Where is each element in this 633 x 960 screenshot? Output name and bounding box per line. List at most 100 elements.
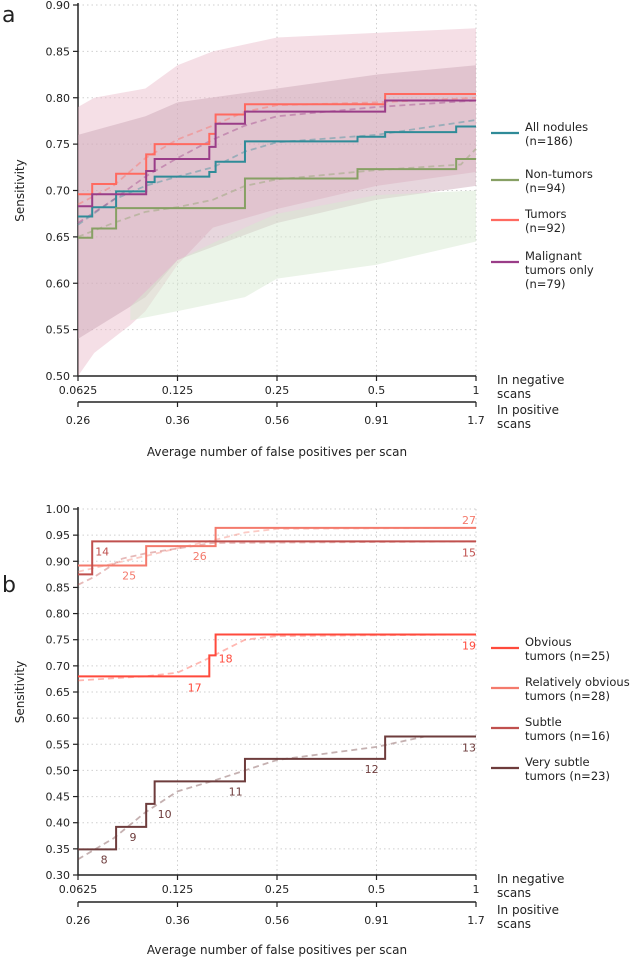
data-label: 13 — [462, 741, 476, 754]
x-axis-negative-title: scans — [497, 387, 531, 401]
step-line-2 — [78, 540, 476, 576]
y-tick-label: 0.65 — [46, 686, 71, 699]
x-tick-label: 0.25 — [265, 883, 290, 896]
x-axis-positive-title: In positive — [497, 903, 559, 917]
x-tick-label-positive: 0.26 — [66, 414, 91, 427]
panel-label: b — [2, 573, 16, 598]
fit-curve — [77, 735, 476, 861]
confidence-band — [130, 190, 476, 321]
fit-curve — [77, 540, 477, 586]
y-tick-label: 0.75 — [46, 138, 71, 151]
data-label: 12 — [365, 763, 379, 776]
step-line-0 — [78, 633, 476, 678]
legend-label: Subtle — [525, 715, 562, 729]
legend-item: Non-tumors(n=94) — [491, 167, 593, 195]
y-tick-label: 0.70 — [46, 660, 71, 673]
panel-b: b 0.30 0.35 0.40 0.45 0.50 0.55 0.60 0.65 0.70 0.7… — [2, 503, 630, 957]
panel-label: a — [2, 3, 15, 28]
panel-a: a 0.50 0.55 0.60 0.65 0.70 0.75 0.80 0.85 0.90 0.0… — [2, 0, 594, 459]
data-label: 15 — [462, 546, 476, 559]
step-line-1 — [78, 526, 476, 567]
y-tick-label: 0.45 — [46, 791, 71, 804]
data-label: 17 — [188, 681, 202, 694]
y-tick-label: 0.60 — [46, 712, 71, 725]
y-tick-label: 0.75 — [46, 634, 71, 647]
step-line-2 — [78, 93, 476, 196]
legend-label: Obvious — [525, 635, 572, 649]
y-tick-label: 0.30 — [46, 869, 71, 882]
y-tick-label: 0.55 — [46, 324, 71, 337]
x-tick-label-positive: 1.7 — [467, 414, 485, 427]
x-axis-positive-title: In positive — [497, 403, 559, 417]
legend-label: (n=94) — [525, 181, 566, 195]
confidence-band — [78, 65, 476, 339]
y-tick-label: 0.95 — [46, 529, 71, 542]
data-label: 25 — [122, 569, 136, 582]
x-tick-label: 0.0625 — [59, 883, 98, 896]
legend-label: Malignant — [525, 249, 582, 263]
x-tick-label-positive: 0.91 — [364, 414, 389, 427]
x-tick-label: 1 — [473, 883, 480, 896]
y-tick-label: 0.90 — [46, 0, 71, 12]
step-line-3 — [78, 99, 476, 208]
data-label: 10 — [158, 808, 172, 821]
fit-curve — [77, 633, 477, 682]
y-tick-label: 0.50 — [46, 370, 71, 383]
x-axis-positive-title: scans — [497, 917, 531, 931]
y-tick-label: 0.35 — [46, 843, 71, 856]
x-axis-title: Average number of false positives per sc… — [147, 943, 407, 957]
legend-label: Very subtle — [525, 755, 590, 769]
x-tick-label: 0.125 — [162, 883, 194, 896]
y-tick-label: 0.55 — [46, 738, 71, 751]
x-tick-label-positive: 0.91 — [364, 914, 389, 927]
step-line-0 — [78, 125, 476, 218]
data-label: 11 — [229, 785, 243, 798]
y-tick-label: 0.40 — [46, 817, 71, 830]
legend-label: tumors (n=28) — [525, 689, 610, 703]
x-axis-negative-title: scans — [497, 886, 531, 900]
legend-item: All nodules(n=186) — [491, 120, 588, 148]
legend-label: tumors (n=16) — [525, 729, 610, 743]
y-axis-title: Sensitivity — [13, 159, 27, 221]
data-label: 19 — [462, 639, 476, 652]
legend-label: (n=79) — [525, 277, 566, 291]
legend-label: Tumors — [524, 207, 567, 221]
y-tick-label: 0.80 — [46, 92, 71, 105]
x-tick-label-positive: 1.7 — [467, 914, 485, 927]
legend-label: tumors only — [525, 263, 594, 277]
step-line-3 — [78, 735, 476, 851]
y-tick-label: 0.65 — [46, 231, 71, 244]
legend-label: tumors (n=23) — [525, 769, 610, 783]
x-axis-title: Average number of false positives per sc… — [147, 445, 407, 459]
y-tick-label: 1.00 — [46, 503, 71, 516]
x-tick-label-positive: 0.56 — [265, 414, 290, 427]
legend-label: (n=92) — [525, 221, 566, 235]
fit-curve — [77, 526, 477, 573]
x-axis-negative-title: In negative — [497, 373, 564, 387]
y-tick-label: 0.85 — [46, 45, 71, 58]
data-label: 9 — [130, 831, 137, 844]
y-tick-label: 0.60 — [46, 277, 71, 290]
x-tick-label-positive: 0.26 — [66, 914, 91, 927]
confidence-band — [78, 28, 476, 376]
legend-label: All nodules — [525, 120, 588, 134]
x-tick-label: 0.25 — [265, 384, 290, 397]
y-axis-title: Sensitivity — [13, 661, 27, 723]
data-label: 27 — [462, 514, 476, 527]
x-axis-positive-title: scans — [497, 417, 531, 431]
legend-label: Relatively obvious — [525, 675, 630, 689]
x-tick-label: 0.0625 — [59, 384, 98, 397]
x-tick-label: 0.5 — [368, 883, 386, 896]
data-label: 14 — [95, 545, 109, 558]
data-label: 26 — [193, 550, 207, 563]
y-tick-label: 0.85 — [46, 581, 71, 594]
x-tick-label: 0.125 — [162, 384, 194, 397]
y-tick-label: 0.90 — [46, 555, 71, 568]
x-tick-label-positive: 0.36 — [165, 914, 190, 927]
legend-label: Non-tumors — [525, 167, 593, 181]
